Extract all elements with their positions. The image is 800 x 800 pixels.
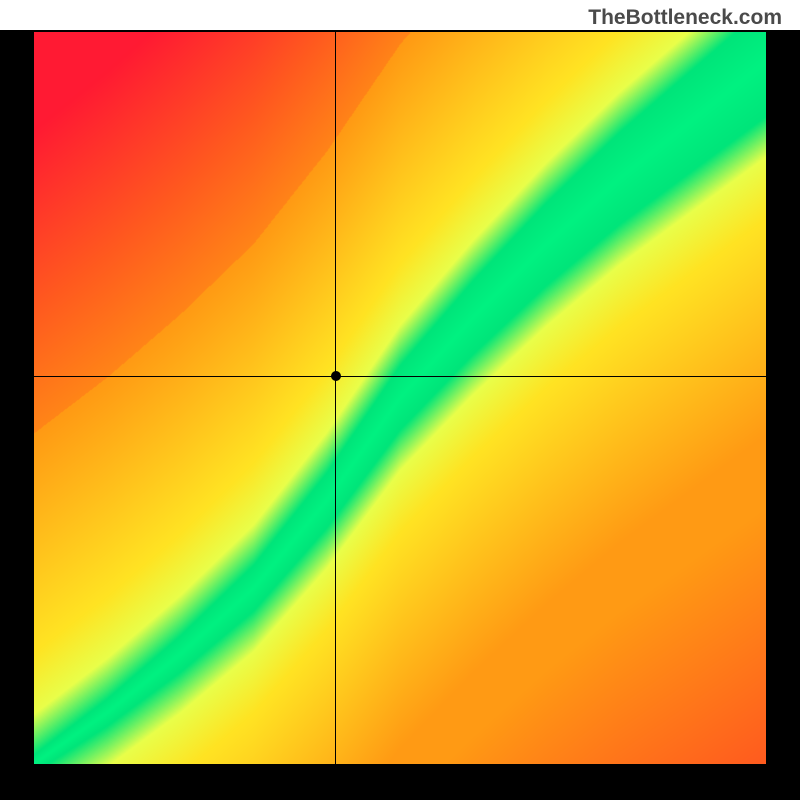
crosshair-horizontal [34,376,766,377]
heatmap-canvas [34,32,766,764]
attribution-text: TheBottleneck.com [588,6,782,30]
crosshair-vertical [335,32,336,764]
data-point-marker [331,371,341,381]
outer-frame [0,30,800,800]
plot-area [34,32,766,764]
